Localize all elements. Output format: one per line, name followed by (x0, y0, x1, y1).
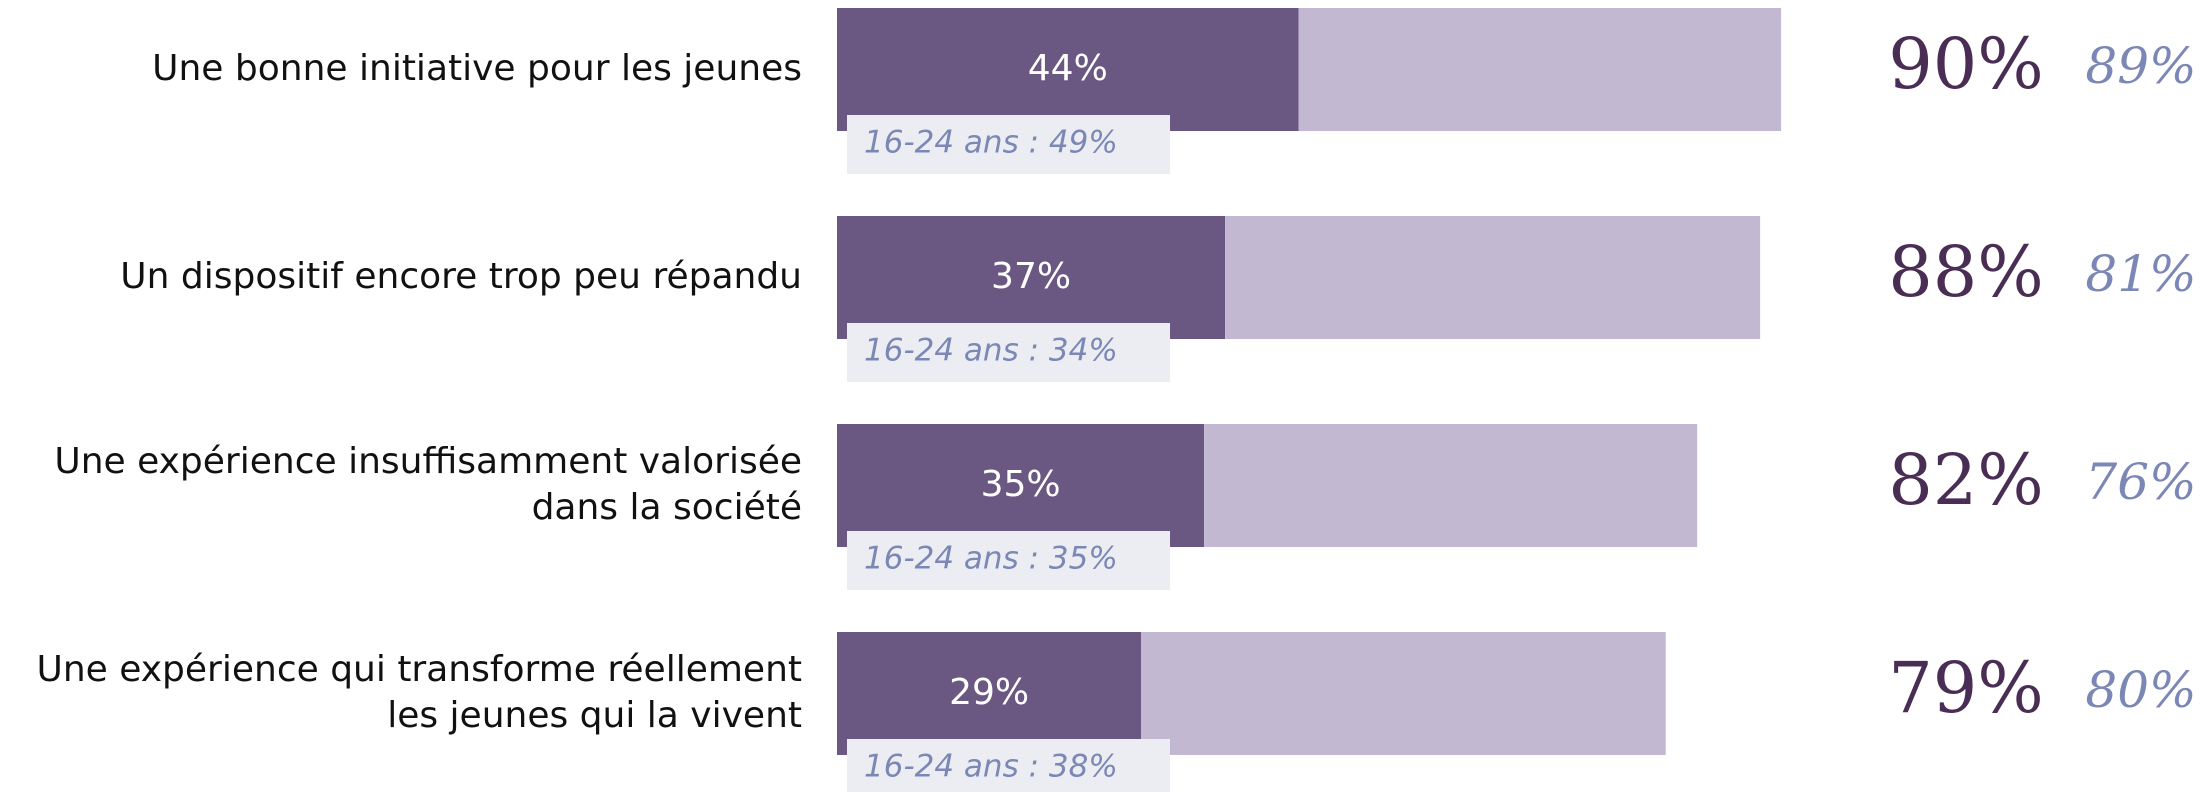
youth-label: 16-24 ans : 49% (864, 125, 1118, 161)
youth-box (847, 323, 1170, 382)
youth-box (847, 531, 1170, 590)
youth-label: 16-24 ans : 38% (864, 749, 1118, 785)
value-label: 37% (991, 256, 1071, 297)
category-label: Une bonne initiative pour les jeunes (152, 48, 802, 89)
value-label: 35% (981, 464, 1061, 505)
bar-segment (837, 632, 1142, 755)
youth-label: 16-24 ans : 34% (864, 333, 1118, 369)
category-label: Une expérience qui transforme réellement (36, 649, 802, 690)
youth-box (847, 739, 1170, 792)
previous-label: 81% (2085, 245, 2196, 303)
category-label: dans la société (532, 487, 802, 528)
total-label: 79% (1888, 647, 2044, 729)
bar-segment (1204, 424, 1698, 547)
previous-label: 76% (2085, 453, 2196, 511)
category-label: les jeunes qui la vivent (387, 695, 802, 736)
bar-segment (837, 8, 1299, 131)
bar-segment (1298, 8, 1782, 131)
previous-label: 80% (2085, 661, 2196, 719)
total-label: 88% (1888, 231, 2044, 313)
youth-box (847, 115, 1170, 174)
bar-segment (1225, 216, 1761, 339)
value-label: 44% (1028, 48, 1108, 89)
total-label: 82% (1888, 439, 2044, 521)
youth-label: 16-24 ans : 35% (864, 541, 1118, 577)
bar-segment (837, 216, 1226, 339)
total-label: 90% (1888, 23, 2044, 105)
bar-segment (837, 424, 1205, 547)
category-label: Une expérience insuffisamment valorisée (54, 441, 802, 482)
category-label: Un dispositif encore trop peu répandu (120, 256, 802, 297)
value-label: 29% (949, 672, 1029, 713)
previous-label: 89% (2085, 37, 2196, 95)
bar-segment (1141, 632, 1666, 755)
